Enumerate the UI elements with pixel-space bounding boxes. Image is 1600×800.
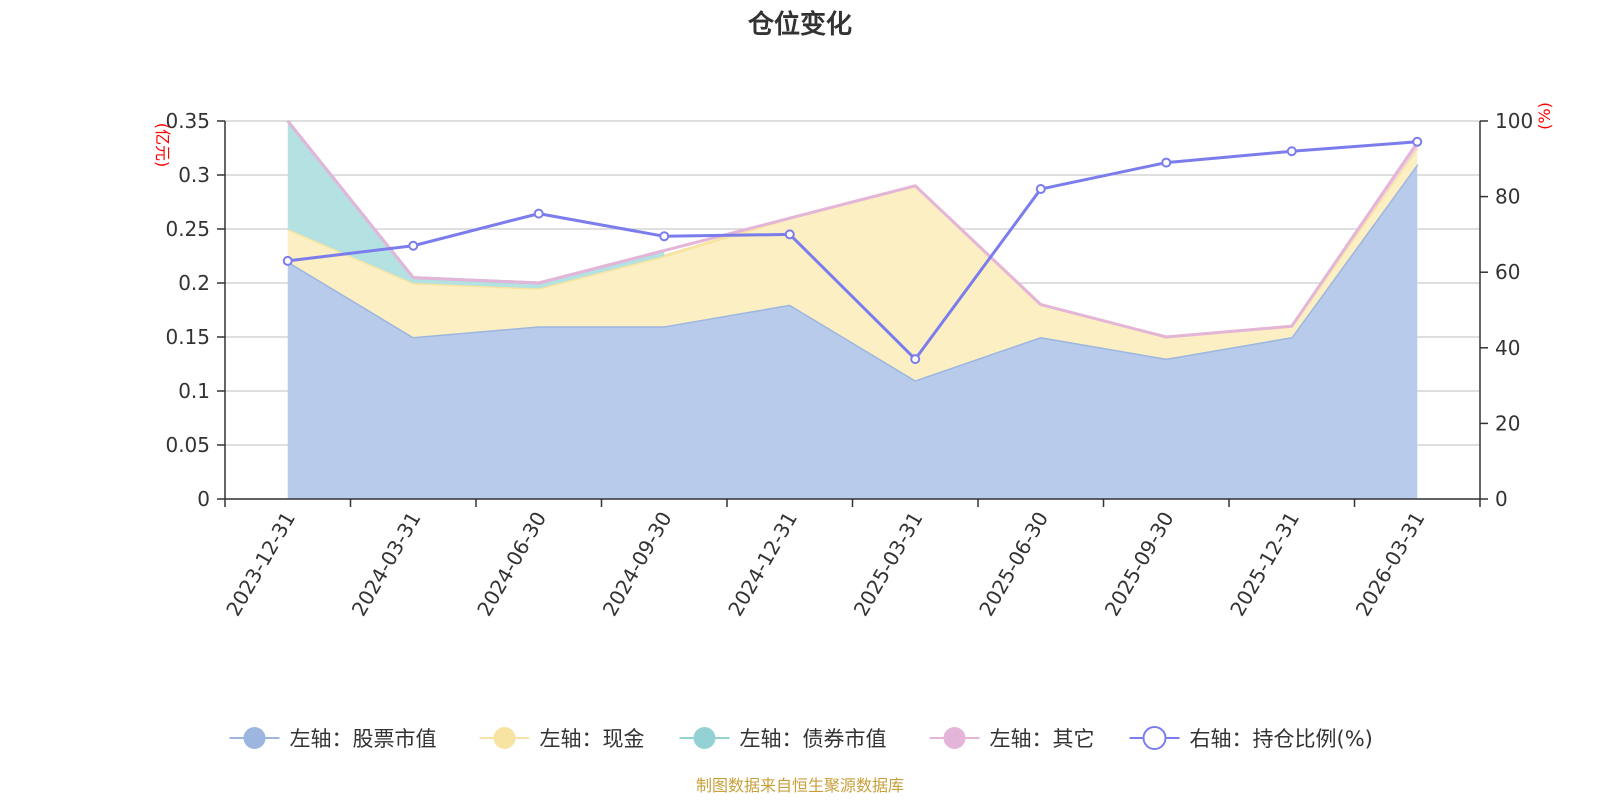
- ratio-point: [282, 255, 293, 266]
- left-axis-tick-label: 0.35: [165, 109, 210, 133]
- x-axis-tick-label: 2025-06-30: [974, 508, 1053, 621]
- left-axis-tick-label: 0.05: [165, 433, 210, 457]
- left-axis-tick-label: 0.25: [165, 217, 210, 241]
- ratio-point: [408, 240, 419, 251]
- data-source-note: 制图数据来自恒生聚源数据库: [696, 776, 904, 795]
- right-axis-tick-label: 0: [1495, 487, 1508, 511]
- legend-item[interactable]: 左轴：债券市值: [679, 727, 887, 751]
- legend-marker: [243, 727, 266, 749]
- legend-item[interactable]: 左轴：现金: [479, 727, 645, 751]
- area-fill: [287, 121, 665, 289]
- x-axis-tick-label: 2024-09-30: [598, 508, 677, 621]
- left-axis-tick-label: 0.3: [178, 163, 210, 187]
- legend-marker: [1142, 726, 1167, 750]
- legend-item[interactable]: 左轴：股票市值: [229, 727, 437, 751]
- right-axis-unit: (%): [1535, 102, 1554, 130]
- x-axis-tick-label: 2025-03-31: [849, 508, 928, 621]
- right-axis-tick-label: 60: [1495, 260, 1520, 284]
- ratio-line: [287, 140, 1418, 361]
- legend-marker: [493, 727, 516, 749]
- legend-label: 左轴：其它: [990, 727, 1095, 751]
- x-axis-tick-label: 2024-06-30: [472, 508, 551, 621]
- chart-title: 仓位变化: [747, 9, 852, 40]
- legend-label: 左轴：股票市值: [290, 727, 437, 751]
- ratio-point: [1286, 146, 1297, 157]
- area-fill: [287, 148, 1418, 381]
- legend-marker: [943, 727, 966, 749]
- left-axis-tick-label: 0.15: [165, 325, 210, 349]
- line-series: [282, 136, 1423, 365]
- ratio-point: [533, 208, 544, 219]
- x-axis-tick-label: 2023-12-31: [221, 508, 300, 621]
- ratio-point: [910, 354, 921, 365]
- legend-label: 右轴：持仓比例(%): [1190, 727, 1373, 751]
- legend[interactable]: 左轴：股票市值 左轴：现金 左轴：债券市值 左轴：其它 右轴：持仓比例(%): [229, 726, 1373, 751]
- legend-item[interactable]: 右轴：持仓比例(%): [1129, 726, 1373, 751]
- right-axis-tick-label: 40: [1495, 336, 1520, 360]
- right-axis-tick-label: 20: [1495, 411, 1520, 435]
- x-axis-tick-label: 2025-09-30: [1100, 508, 1179, 621]
- area-fill: [287, 164, 1418, 499]
- legend-marker: [693, 727, 716, 749]
- right-axis-tick-label: 80: [1495, 185, 1520, 209]
- area-series: [286, 120, 1419, 499]
- left-axis-tick-label: 0: [197, 487, 210, 511]
- left-axis-tick-label: 0.2: [178, 271, 210, 295]
- legend-label: 左轴：债券市值: [740, 727, 887, 751]
- left-axis-tick-label: 0.1: [178, 379, 210, 403]
- right-axis-tick-label: 100: [1495, 109, 1533, 133]
- area-top-line: [286, 120, 1419, 339]
- x-axis-tick-label: 2025-12-31: [1225, 508, 1304, 621]
- legend-label: 左轴：现金: [540, 727, 645, 751]
- x-axis-tick-label: 2024-03-31: [347, 508, 426, 621]
- ratio-point: [1035, 184, 1046, 195]
- ratio-point: [1161, 157, 1172, 168]
- ratio-point: [784, 229, 795, 240]
- x-axis-tick-label: 2024-12-31: [723, 508, 802, 621]
- legend-item[interactable]: 左轴：其它: [929, 727, 1095, 751]
- x-axis-tick-label: 2026-03-31: [1351, 508, 1430, 621]
- ratio-point: [1412, 136, 1423, 147]
- ratio-point: [659, 231, 670, 242]
- left-axis-unit: (亿元): [153, 123, 172, 168]
